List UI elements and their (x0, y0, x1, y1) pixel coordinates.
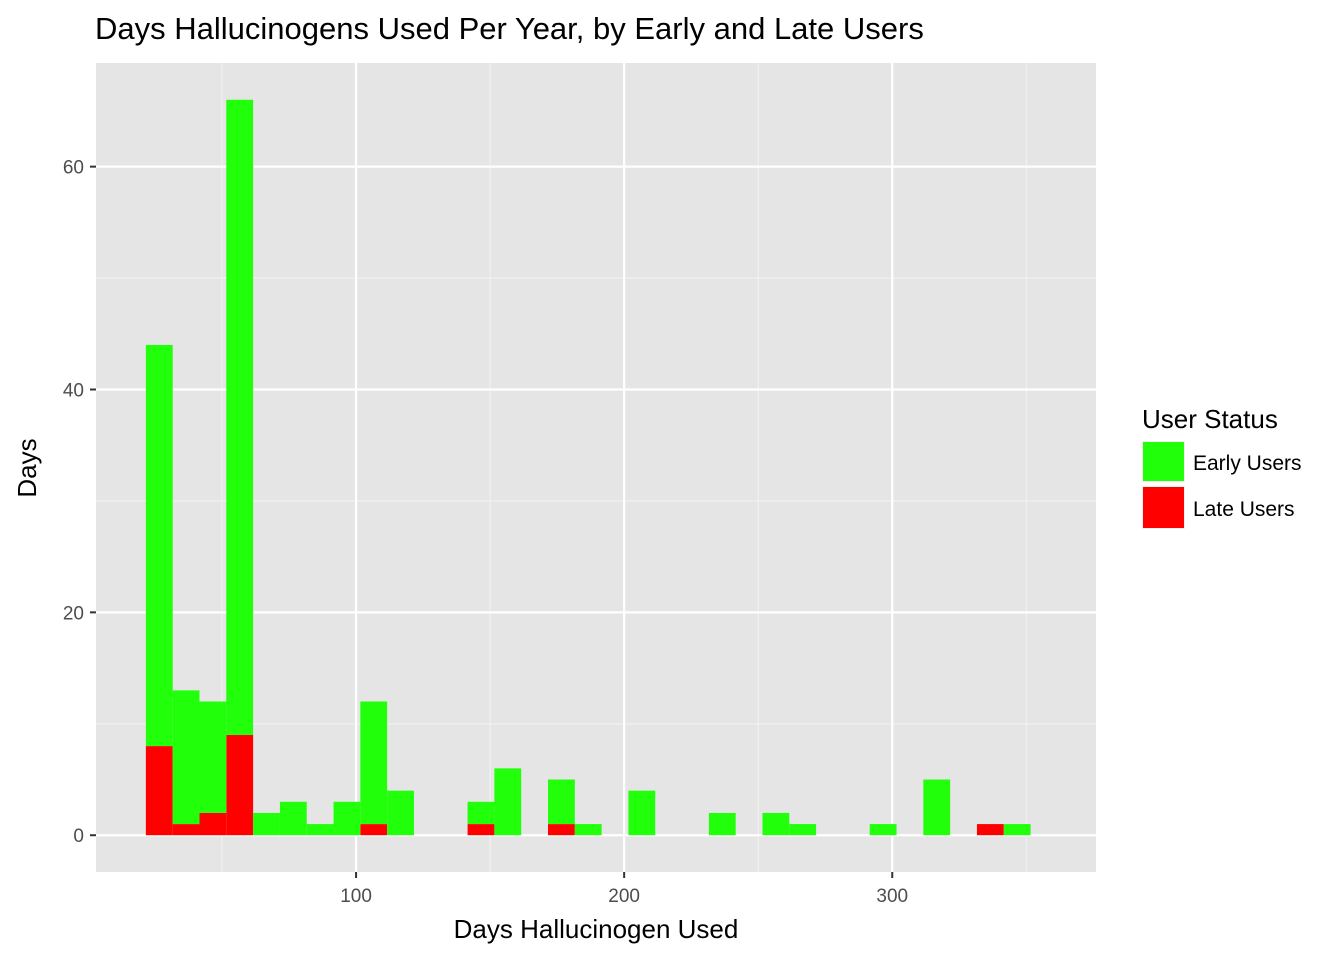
bar-early-users (387, 790, 414, 836)
bar-early-users (226, 99, 254, 735)
bar-early-users (467, 801, 495, 825)
x-tick-label: 300 (876, 886, 908, 907)
bar-early-users (199, 701, 227, 813)
bar-late-users (360, 824, 388, 836)
late-users-bars (145, 734, 1004, 836)
legend-label-early-users: Early Users (1193, 452, 1302, 475)
bar-early-users (574, 824, 602, 836)
y-tick-label: 0 (73, 826, 84, 847)
bar-early-users (548, 779, 575, 825)
plot-panel (96, 63, 1096, 872)
bar-early-users (253, 812, 280, 836)
bar-late-users (467, 824, 495, 836)
x-tick-label: 100 (340, 886, 372, 907)
bar-early-users (923, 779, 951, 836)
x-tick-label: 200 (608, 886, 640, 907)
bar-early-users (1003, 824, 1031, 836)
bar-early-users (172, 690, 200, 825)
bar-late-users (145, 746, 173, 836)
bar-early-users (360, 701, 388, 825)
bar-late-users (199, 812, 227, 836)
y-axis-title: Days (12, 438, 42, 497)
chart-title: Days Hallucinogens Used Per Year, by Ear… (95, 11, 924, 46)
legend-swatch-late-users (1143, 487, 1184, 528)
legend-swatch-early-users (1143, 442, 1184, 481)
bar-early-users (306, 824, 334, 836)
bar-early-users (279, 801, 307, 836)
y-axis-ticks: 0 20 40 60 (63, 158, 96, 847)
bar-late-users (226, 734, 254, 836)
y-tick-label: 40 (63, 380, 84, 401)
y-tick-label: 60 (63, 158, 84, 179)
x-axis-title: Days Hallucinogen Used (454, 914, 739, 944)
y-tick-label: 20 (63, 603, 84, 624)
bar-late-users (172, 824, 200, 836)
bar-early-users (789, 824, 817, 836)
bar-early-users (145, 344, 173, 747)
bar-early-users (762, 812, 790, 836)
early-users-bars (145, 99, 1031, 836)
bar-early-users (628, 790, 656, 836)
bar-late-users (548, 824, 575, 836)
legend: User Status Early Users Late Users (1142, 404, 1302, 529)
bar-early-users (708, 812, 736, 836)
x-axis-ticks: 100 200 300 (340, 872, 908, 907)
legend-title: User Status (1142, 404, 1278, 434)
bar-early-users (494, 768, 522, 836)
bar-early-users (333, 801, 361, 836)
legend-label-late-users: Late Users (1193, 498, 1295, 521)
bar-late-users (976, 824, 1004, 836)
bar-early-users (869, 824, 897, 836)
